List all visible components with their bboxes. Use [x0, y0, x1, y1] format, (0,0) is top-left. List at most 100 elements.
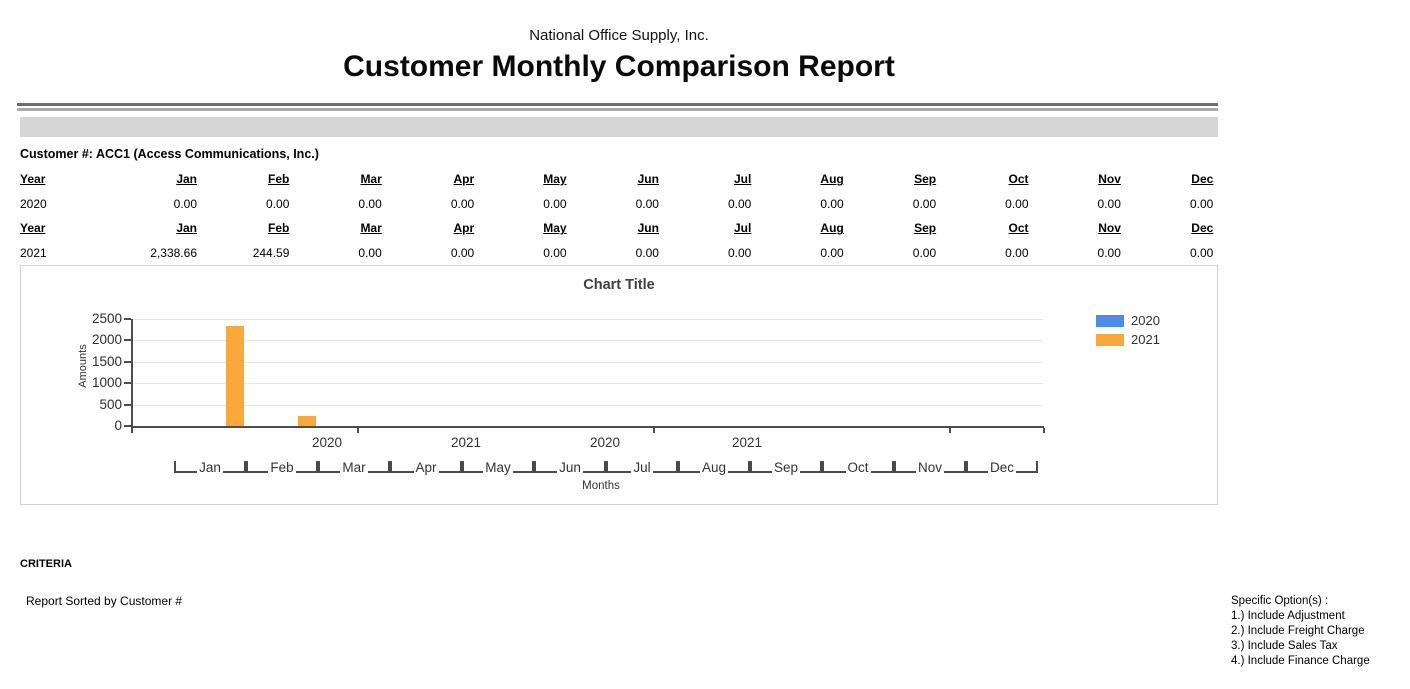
legend-swatch-2020	[1096, 314, 1124, 327]
table-cell: 0.00	[727, 196, 752, 211]
table-header-cell: May	[543, 172, 567, 187]
divider-dark	[17, 103, 1218, 106]
month-text: Apr	[415, 460, 437, 475]
month-bracket-left	[246, 461, 269, 473]
month-bracket-left	[390, 461, 414, 473]
month-bracket-left	[894, 461, 916, 473]
x-tick-mark	[357, 428, 359, 433]
y-tick-mark	[124, 382, 131, 385]
y-tick-mark	[124, 425, 131, 427]
year-label: 2020	[311, 435, 343, 450]
specific-options-title: Specific Option(s) :	[1231, 595, 1329, 607]
chart-title: Chart Title	[583, 277, 655, 293]
table-cell: 0.00	[820, 196, 844, 211]
month-label: Jul	[606, 456, 679, 476]
y-tick-label: 0	[114, 418, 122, 433]
table-cell: 0.00	[912, 196, 937, 211]
y-tick-label: 2500	[91, 311, 122, 326]
table-header-cell: Year	[20, 221, 46, 236]
table-cell: 0.00	[543, 196, 567, 211]
legend-label: 2021	[1131, 332, 1160, 347]
month-label: Aug	[678, 456, 750, 476]
table-cell: 0.00	[450, 246, 475, 261]
specific-options: Specific Option(s) : 1.) Include Adjustm…	[1231, 594, 1370, 669]
table-cell: 2021	[20, 246, 47, 261]
month-bracket-left	[750, 461, 772, 473]
gridline	[131, 340, 1043, 342]
table-cell: 0.00	[1097, 196, 1121, 211]
group-header-band	[20, 117, 1218, 137]
table-header-cell: Sep	[914, 172, 937, 187]
gridline	[131, 361, 1043, 363]
table-cell: 0.00	[266, 196, 290, 211]
table-header-cell: Aug	[820, 172, 844, 187]
sorted-by-text: Report Sorted by Customer #	[26, 594, 183, 608]
month-bracket-right	[652, 461, 679, 473]
month-bracket-left	[318, 461, 341, 473]
table-header-cell: Dec	[1191, 172, 1214, 187]
y-tick-mark	[124, 318, 131, 320]
gridline	[131, 383, 1043, 385]
month-bracket-left	[534, 461, 558, 473]
table-header-cell: Jan	[176, 172, 197, 187]
month-bracket-right	[222, 461, 246, 473]
gridline	[131, 404, 1043, 406]
month-label: Sep	[750, 456, 822, 476]
table-cell: 0.00	[1005, 196, 1029, 211]
table-header-cell: Apr	[453, 221, 475, 236]
table-header-cell: Aug	[820, 221, 844, 236]
table-cell: 0.00	[450, 196, 475, 211]
table-header-cell: Year	[20, 172, 46, 187]
table-header-cell: Apr	[453, 172, 475, 187]
table-header-cell: Jun	[637, 172, 659, 187]
month-bracket-left	[822, 461, 846, 473]
table-cell: 2,338.66	[150, 246, 197, 261]
report-title: Customer Monthly Comparison Report	[343, 50, 895, 83]
customer-heading: Customer #: ACC1 (Access Communications,…	[20, 147, 319, 161]
month-text: Nov	[918, 460, 943, 475]
table-cell: 2020	[20, 196, 47, 211]
month-bracket-left	[606, 461, 632, 473]
table-cell: 0.00	[358, 196, 382, 211]
month-label: Oct	[822, 456, 895, 476]
table-cell: 0.00	[358, 246, 382, 261]
legend-label: 2020	[1131, 313, 1160, 328]
table-cell: 0.00	[543, 246, 567, 261]
month-bracket-right	[512, 461, 535, 473]
month-text: Sep	[773, 460, 799, 475]
table-header-cell: Feb	[268, 221, 290, 236]
month-bracket-right	[295, 461, 319, 473]
month-text: Jan	[199, 460, 221, 475]
month-bracket-right	[1016, 461, 1039, 473]
month-bracket-right	[438, 461, 463, 473]
month-label: May	[462, 456, 535, 476]
legend-swatch-2021	[1096, 333, 1124, 346]
bar-2021-feb	[298, 415, 316, 426]
table-header-cell: May	[543, 221, 567, 236]
x-axis-title: Months	[582, 480, 620, 492]
specific-option: 2.) Include Freight Charge	[1231, 625, 1365, 637]
year-label: 2021	[450, 435, 482, 450]
month-bracket-left	[462, 461, 484, 473]
table-cell: 0.00	[912, 246, 937, 261]
chart-legend: 2020 2021	[1096, 313, 1160, 351]
x-tick-mark	[653, 428, 655, 433]
month-label: Feb	[246, 456, 319, 476]
y-tick-mark	[124, 360, 131, 363]
month-label: Nov	[894, 456, 967, 476]
x-tick-mark	[949, 428, 951, 433]
month-bracket-right	[800, 461, 822, 473]
table-header-cell: Dec	[1191, 221, 1214, 236]
month-text: Aug	[701, 460, 727, 475]
month-label: Jan	[174, 456, 246, 476]
month-label: Apr	[390, 456, 463, 476]
y-tick-label: 1500	[91, 353, 122, 369]
bar-2021-jan	[226, 325, 244, 426]
legend-item: 2020	[1096, 313, 1160, 328]
table-header-cell: Nov	[1098, 221, 1121, 236]
year-label: 2020	[589, 435, 621, 450]
chart-container: Chart Title Amounts Months 2020 2021 0 500…	[20, 265, 1218, 505]
y-tick-label: 1000	[91, 375, 122, 391]
month-bracket-left	[966, 461, 988, 473]
